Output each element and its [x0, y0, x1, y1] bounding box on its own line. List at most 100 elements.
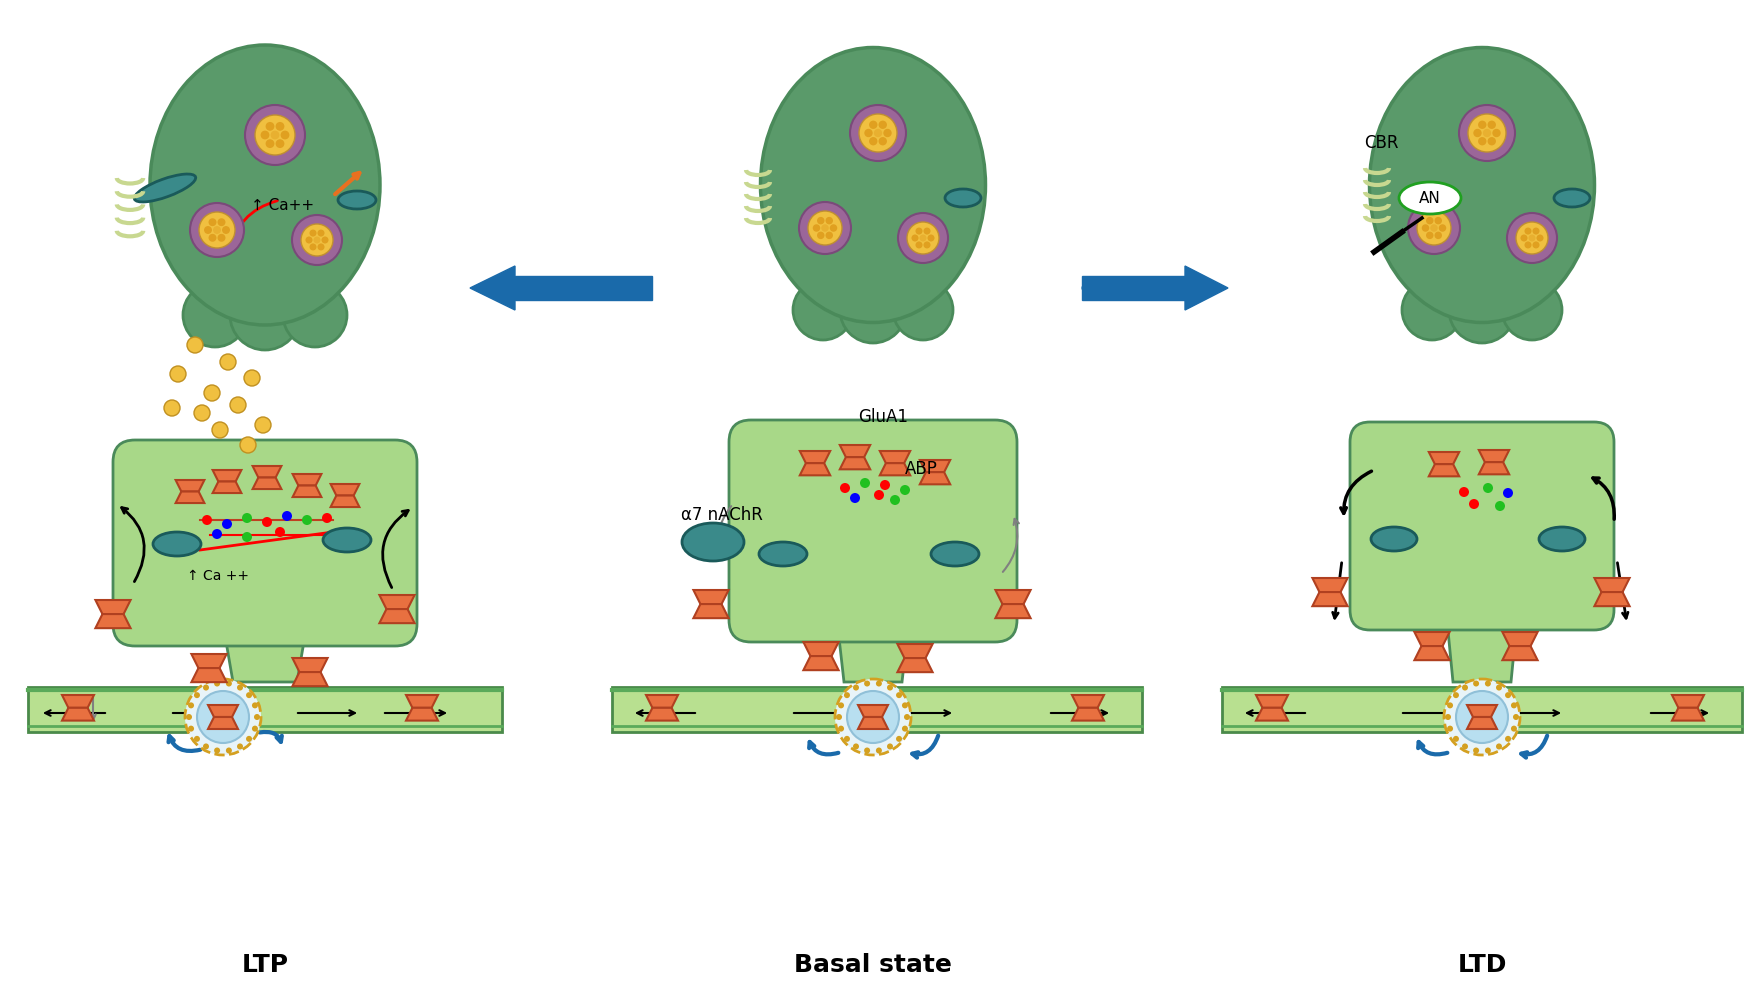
Polygon shape — [1447, 610, 1518, 682]
Circle shape — [1532, 241, 1539, 248]
Polygon shape — [379, 595, 414, 609]
Polygon shape — [1478, 450, 1509, 462]
Circle shape — [915, 241, 922, 248]
Circle shape — [211, 529, 222, 539]
Circle shape — [164, 400, 180, 416]
Circle shape — [818, 217, 825, 225]
FancyBboxPatch shape — [114, 440, 418, 646]
Circle shape — [185, 679, 260, 755]
Polygon shape — [1312, 578, 1347, 592]
Polygon shape — [1429, 452, 1459, 464]
Ellipse shape — [135, 174, 196, 202]
Polygon shape — [996, 604, 1031, 618]
Circle shape — [194, 736, 199, 742]
Ellipse shape — [323, 528, 370, 552]
Circle shape — [1487, 121, 1495, 129]
Circle shape — [215, 748, 220, 754]
Circle shape — [1485, 748, 1490, 754]
Circle shape — [839, 702, 844, 708]
Circle shape — [253, 714, 260, 720]
Text: CBR: CBR — [1364, 134, 1399, 152]
Polygon shape — [292, 486, 321, 497]
Circle shape — [283, 283, 348, 347]
Polygon shape — [1672, 708, 1703, 721]
Circle shape — [1532, 227, 1539, 234]
Circle shape — [924, 227, 931, 234]
Circle shape — [255, 115, 295, 155]
Polygon shape — [898, 658, 933, 673]
Polygon shape — [292, 658, 328, 673]
Polygon shape — [1415, 632, 1450, 646]
Polygon shape — [405, 708, 438, 721]
Circle shape — [1459, 487, 1469, 497]
Circle shape — [818, 231, 825, 239]
Circle shape — [809, 211, 842, 245]
Polygon shape — [96, 600, 131, 614]
Circle shape — [901, 726, 908, 732]
Polygon shape — [470, 266, 515, 310]
Circle shape — [1434, 231, 1441, 239]
Circle shape — [225, 680, 232, 686]
Circle shape — [321, 236, 328, 243]
Circle shape — [812, 225, 821, 231]
Bar — [28, 687, 501, 732]
Circle shape — [1502, 280, 1562, 340]
Ellipse shape — [760, 47, 985, 322]
Circle shape — [1520, 234, 1527, 241]
Polygon shape — [1595, 592, 1630, 606]
FancyBboxPatch shape — [728, 420, 1017, 642]
Circle shape — [204, 385, 220, 401]
Polygon shape — [837, 620, 908, 682]
Circle shape — [281, 511, 292, 521]
Circle shape — [1408, 202, 1460, 254]
Circle shape — [1492, 129, 1501, 137]
Circle shape — [190, 203, 245, 257]
Circle shape — [300, 224, 334, 256]
Circle shape — [865, 748, 870, 754]
Polygon shape — [292, 673, 328, 686]
Polygon shape — [1478, 462, 1509, 475]
Circle shape — [919, 234, 926, 241]
Circle shape — [847, 691, 900, 743]
Circle shape — [1462, 684, 1467, 690]
Circle shape — [898, 213, 949, 263]
Circle shape — [1445, 679, 1520, 755]
Circle shape — [1478, 137, 1487, 145]
Circle shape — [222, 226, 231, 234]
Circle shape — [793, 280, 853, 340]
Ellipse shape — [1399, 182, 1460, 214]
Circle shape — [900, 485, 910, 495]
Bar — [1081, 276, 1184, 300]
Circle shape — [260, 131, 269, 139]
Polygon shape — [208, 717, 238, 729]
Circle shape — [1516, 222, 1548, 254]
Circle shape — [844, 736, 851, 742]
Text: Basal state: Basal state — [795, 953, 952, 977]
Circle shape — [896, 736, 901, 742]
Circle shape — [875, 748, 882, 754]
Polygon shape — [858, 705, 887, 717]
Circle shape — [826, 217, 833, 225]
Text: GluA1: GluA1 — [858, 408, 908, 426]
Polygon shape — [1256, 708, 1288, 721]
Circle shape — [313, 236, 320, 243]
Polygon shape — [921, 472, 950, 485]
Polygon shape — [1672, 695, 1703, 708]
Circle shape — [220, 354, 236, 370]
Text: α7 nAChR: α7 nAChR — [681, 506, 763, 524]
Circle shape — [893, 280, 954, 340]
Circle shape — [907, 222, 938, 254]
Circle shape — [262, 517, 273, 527]
Circle shape — [1513, 714, 1518, 720]
Polygon shape — [1595, 578, 1630, 592]
Circle shape — [203, 515, 211, 525]
Circle shape — [1440, 225, 1447, 231]
Polygon shape — [1502, 632, 1537, 646]
Circle shape — [189, 702, 194, 708]
Polygon shape — [800, 463, 830, 476]
Circle shape — [187, 337, 203, 353]
Circle shape — [199, 212, 236, 248]
Polygon shape — [1312, 592, 1347, 606]
Circle shape — [185, 714, 192, 720]
Circle shape — [1434, 217, 1441, 225]
